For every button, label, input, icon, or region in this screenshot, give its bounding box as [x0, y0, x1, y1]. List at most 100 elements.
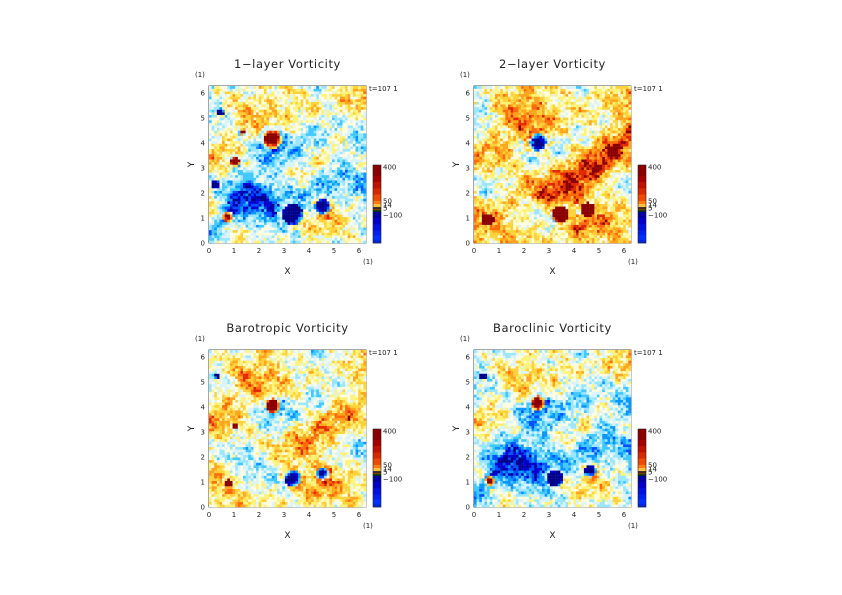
x-tick-label: 0 [207, 511, 211, 519]
colorbar-label: 5 [383, 205, 387, 213]
colorbar-label: 50 [383, 462, 392, 470]
y-tick-label: 4 [201, 404, 206, 412]
colorbar-band [373, 488, 381, 495]
time-label: t=107 1 [369, 85, 398, 93]
x-tick-label: 6 [622, 511, 627, 519]
chart-title: Baroclinic Vorticity [493, 321, 612, 335]
colorbar-band [373, 188, 381, 195]
x-tick-label: 5 [332, 247, 336, 255]
x-unit-label: (1) [363, 258, 373, 266]
colorbar-band [638, 499, 646, 505]
y-tick-label: 4 [466, 140, 471, 148]
y-tick-label: 3 [466, 165, 470, 173]
y-tick-label: 5 [201, 115, 205, 123]
x-tick-label: 6 [622, 247, 627, 255]
colorbar-label: 14 [383, 466, 392, 474]
colorbar-label: 400 [383, 164, 396, 172]
colorbar-band [638, 472, 646, 475]
colorbar-frame [637, 164, 647, 244]
colorbar-band [373, 210, 381, 213]
colorbar-band [373, 464, 381, 469]
colorbar-band [638, 182, 646, 189]
colorbar-band [638, 175, 646, 183]
time-label: t=107 1 [634, 349, 663, 357]
heatmap-field [209, 86, 367, 244]
x-tick-label: 1 [232, 511, 236, 519]
x-tick-label: 2 [257, 511, 261, 519]
colorbar-band [373, 494, 381, 500]
colorbar-label: 50 [648, 462, 657, 470]
chart-title: Barotropic Vorticity [226, 321, 348, 335]
colorbar-band [638, 475, 646, 483]
colorbar-band [638, 429, 646, 441]
y-tick-label: 0 [201, 504, 205, 512]
colorbar-band [638, 208, 646, 211]
x-tick-label: 0 [472, 247, 476, 255]
y-tick-label: 3 [201, 429, 205, 437]
colorbar-band [373, 182, 381, 189]
colorbar-band [373, 468, 381, 472]
colorbar-band [638, 210, 646, 213]
x-tick-label: 4 [572, 511, 577, 519]
colorbar-label: 400 [648, 428, 661, 436]
x-tick-label: 0 [472, 511, 476, 519]
y-axis-label: Y [187, 161, 197, 168]
colorbar-band [638, 439, 646, 447]
y-tick-label: 6 [466, 354, 471, 362]
y-unit-label: (1) [460, 71, 470, 79]
colorbar-label: 50 [648, 198, 657, 206]
colorbar-band [373, 224, 381, 231]
colorbar-label: 5 [383, 469, 387, 477]
colorbar-band [373, 218, 381, 225]
colorbar-band [373, 175, 381, 183]
colorbar-band [638, 235, 646, 241]
colorbar-label: −100 [383, 476, 402, 484]
colorbar-label: 50 [383, 198, 392, 206]
colorbar-label: 400 [383, 428, 396, 436]
x-tick-label: 4 [307, 247, 312, 255]
y-tick-label: 1 [201, 215, 205, 223]
colorbar-band [638, 218, 646, 225]
colorbar-band [638, 211, 646, 219]
colorbar-label: 5 [648, 205, 652, 213]
colorbar-band [373, 475, 381, 483]
x-tick-label: 3 [282, 247, 286, 255]
time-label: t=107 1 [634, 85, 663, 93]
y-tick-label: 4 [201, 140, 206, 148]
x-axis-label: X [549, 531, 555, 541]
y-tick-label: 6 [201, 354, 206, 362]
colorbar-band [638, 446, 646, 453]
x-tick-label: 1 [232, 247, 236, 255]
colorbar-band [373, 211, 381, 219]
colorbar-band [638, 464, 646, 469]
colorbar-frame [372, 164, 382, 244]
colorbar-band [638, 458, 646, 466]
colorbar-band [373, 239, 381, 244]
colorbar-band [373, 200, 381, 205]
colorbar-band [638, 488, 646, 495]
colorbar-band [373, 474, 381, 477]
x-tick-label: 5 [597, 511, 601, 519]
colorbar-band [638, 188, 646, 195]
colorbar-band [373, 471, 381, 473]
y-unit-label: (1) [460, 335, 470, 343]
colorbar-band [373, 439, 381, 447]
y-tick-label: 2 [201, 454, 205, 462]
y-tick-label: 6 [201, 90, 206, 98]
y-tick-label: 3 [466, 429, 470, 437]
x-tick-label: 1 [497, 247, 501, 255]
colorbar-label: −100 [383, 212, 402, 220]
x-tick-label: 4 [572, 247, 577, 255]
x-tick-label: 2 [522, 247, 526, 255]
x-tick-label: 3 [547, 247, 551, 255]
x-tick-label: 3 [547, 511, 551, 519]
colorbar-band [373, 503, 381, 508]
colorbar-band [638, 468, 646, 472]
colorbar-band [373, 165, 381, 177]
colorbar-band [638, 224, 646, 231]
x-unit-label: (1) [628, 258, 638, 266]
y-axis-label: Y [452, 161, 462, 168]
colorbar-band [373, 235, 381, 241]
heatmap-field [474, 86, 632, 244]
